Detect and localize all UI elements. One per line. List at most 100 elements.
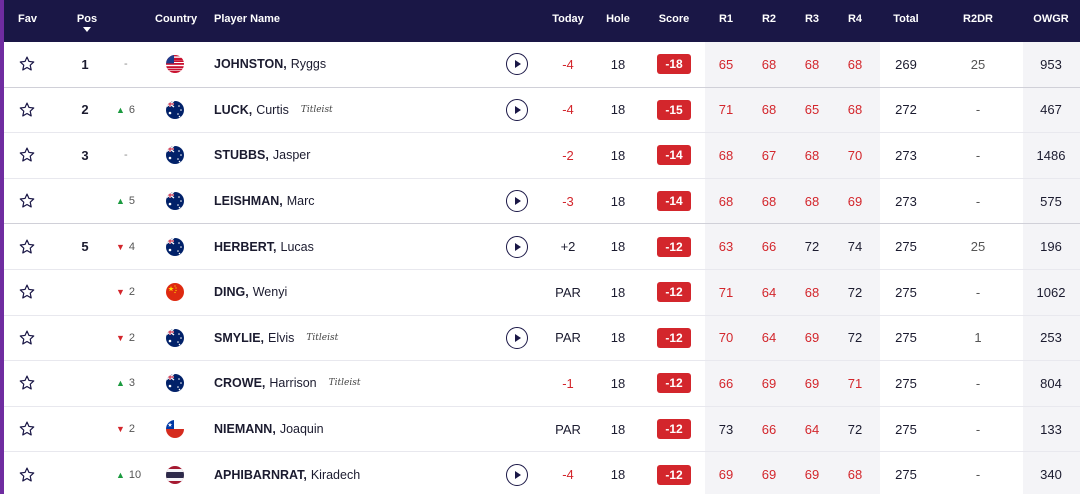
r2dr-value: 1 (974, 330, 982, 346)
col-pos-sort[interactable]: Pos (70, 0, 104, 42)
favorite-star-icon[interactable] (10, 224, 44, 269)
move-down-icon: ▼ (116, 241, 125, 252)
position-movement: ▼ 2 (108, 270, 148, 315)
play-video-button[interactable] (502, 316, 532, 361)
total-score: -12 (656, 316, 692, 361)
total-strokes: 269 (895, 56, 917, 72)
position: 2 (81, 102, 89, 118)
player-name[interactable]: APHIBARNRAT, Kiradech (214, 452, 504, 494)
table-row[interactable]: 2 ▲ 6 LUCK, Curtis Titleist -4 18 -15 71 68 65 68 272… (4, 87, 1080, 134)
play-video-button[interactable] (502, 224, 532, 269)
table-row[interactable]: ▲ 3 CROWE, Harrison Titleist -1 18 -12 66 69 69 71 2… (4, 361, 1080, 407)
position: 3 (81, 147, 89, 163)
round-2: 69 (761, 375, 777, 391)
player-name[interactable]: DING, Wenyi (214, 270, 504, 315)
table-row[interactable]: ▼ 2 DING, Wenyi PAR 18 -12 71 64 68 72 275 - 1062 (4, 269, 1080, 316)
favorite-star-icon[interactable] (10, 42, 44, 87)
player-name[interactable]: NIEMANN, Joaquin (214, 407, 504, 452)
r2dr-value: 25 (970, 239, 986, 255)
favorite-star-icon[interactable] (10, 88, 44, 133)
owgr-value: 196 (1040, 239, 1062, 255)
round-3: 65 (804, 102, 820, 118)
player-last-name: JOHNSTON, (214, 57, 287, 72)
position-movement: ▲ 3 (108, 361, 148, 406)
round-3: 69 (804, 330, 820, 346)
r2dr-value: - (975, 284, 981, 300)
r2dr-value: - (975, 102, 981, 118)
play-video-button[interactable] (502, 42, 532, 87)
player-last-name: HERBERT, (214, 239, 277, 254)
rounds-bg (705, 42, 880, 87)
owgr-value: 133 (1040, 421, 1062, 437)
round-1: 65 (718, 56, 734, 72)
favorite-star-icon[interactable] (10, 179, 44, 224)
owgr-bg (1023, 42, 1080, 87)
position-change: 5 (128, 195, 136, 208)
round-4: 70 (847, 147, 863, 163)
hole: 18 (610, 56, 626, 72)
favorite-star-icon[interactable] (10, 452, 44, 494)
position (70, 452, 100, 494)
leaderboard-rows: 1- JOHNSTON, Ryggs -4 18 -18 65 68 68 68 269 25 953 2… (4, 42, 1080, 494)
total-score: -12 (656, 224, 692, 269)
player-name[interactable]: CROWE, Harrison Titleist (214, 361, 504, 406)
rounds-bg (705, 87, 880, 133)
player-name[interactable]: LUCK, Curtis Titleist (214, 88, 504, 133)
favorite-star-icon[interactable] (10, 270, 44, 315)
table-row[interactable]: 3 - STUBBS, Jasper -2 18 -14 68 67 68 70 273 - 1486 (4, 133, 1080, 179)
round-4: 72 (847, 284, 863, 300)
score-badge: -12 (657, 236, 691, 257)
owgr-bg (1023, 224, 1080, 269)
favorite-star-icon[interactable] (10, 361, 44, 406)
position-change: 4 (128, 240, 136, 253)
table-row[interactable]: 1 - JOHNSTON, Ryggs -4 18 -18 65 68 68 68 269 25 953 (4, 42, 1080, 88)
col-r4: R4 (847, 13, 863, 25)
round-1: 68 (718, 147, 734, 163)
total-strokes: 273 (895, 193, 917, 209)
round-4: 72 (847, 330, 863, 346)
round-3: 69 (804, 467, 820, 483)
owgr-value: 1486 (1036, 147, 1066, 163)
total-strokes: 275 (895, 467, 917, 483)
table-row[interactable]: ▲ 5 LEISHMAN, Marc -3 18 -14 68 68 68 69 273 - 575 (4, 178, 1080, 225)
round-3: 64 (804, 421, 820, 437)
table-row[interactable]: ▲ 10 APHIBARNRAT, Kiradech -4 18 -12 69 69 69 68 27… (4, 452, 1080, 494)
score-badge: -12 (657, 419, 691, 440)
hole: 18 (610, 467, 626, 483)
owgr-bg (1023, 406, 1080, 452)
play-video-button[interactable] (502, 452, 532, 494)
table-row[interactable]: 5 ▼ 4 HERBERT, Lucas +2 18 -12 63 66 72 74 275 25 196 (4, 224, 1080, 270)
position (70, 361, 100, 406)
today-score: -4 (562, 102, 574, 118)
player-name[interactable]: HERBERT, Lucas (214, 224, 504, 269)
move-down-icon: ▼ (116, 424, 125, 435)
favorite-star-icon[interactable] (10, 407, 44, 452)
player-name[interactable]: JOHNSTON, Ryggs (214, 42, 504, 87)
play-icon (515, 105, 521, 114)
today-score: -4 (562, 56, 574, 72)
player-first-name: Harrison (269, 376, 317, 391)
owgr-value: 804 (1040, 375, 1062, 391)
round-2: 64 (761, 284, 777, 300)
table-row[interactable]: ▼ 2 NIEMANN, Joaquin PAR 18 -12 73 66 64 72 275 - 133 (4, 406, 1080, 453)
hole: 18 (610, 102, 626, 118)
sponsor-logo: Titleist (306, 332, 339, 343)
position-movement: ▼ 2 (108, 316, 148, 361)
play-video-button[interactable] (502, 179, 532, 224)
player-name[interactable]: LEISHMAN, Marc (214, 179, 504, 224)
favorite-star-icon[interactable] (10, 316, 44, 361)
country-flag-icon (165, 133, 185, 178)
score-badge: -12 (657, 282, 691, 303)
round-4: 68 (847, 467, 863, 483)
rounds-bg (705, 452, 880, 494)
round-2: 66 (761, 421, 777, 437)
player-last-name: NIEMANN, (214, 422, 276, 437)
position-movement: ▼ 2 (108, 407, 148, 452)
player-name[interactable]: SMYLIE, Elvis Titleist (214, 316, 504, 361)
favorite-star-icon[interactable] (10, 133, 44, 178)
table-row[interactable]: ▼ 2 SMYLIE, Elvis Titleist PAR 18 -12 70 64 69 72 27… (4, 315, 1080, 362)
play-video-button[interactable] (502, 88, 532, 133)
player-name[interactable]: STUBBS, Jasper (214, 133, 504, 178)
r2dr-value: - (975, 467, 981, 483)
player-last-name: APHIBARNRAT, (214, 467, 307, 482)
